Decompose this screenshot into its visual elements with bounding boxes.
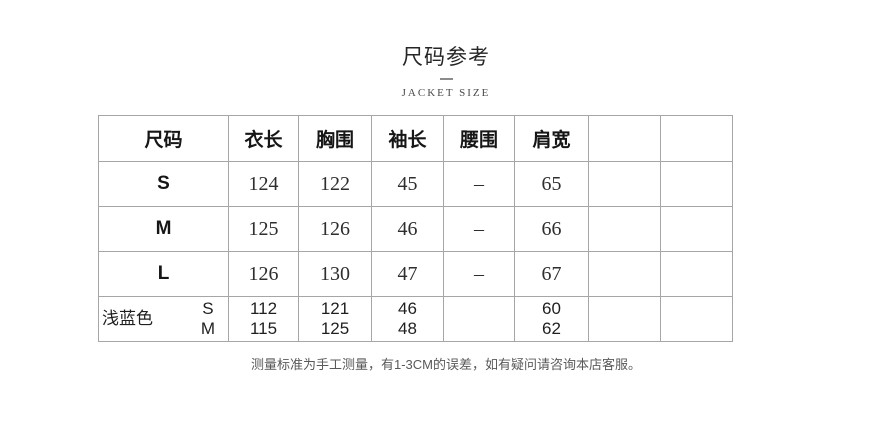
table-row-size-m: M 125 126 46 – 66 (98, 206, 733, 252)
value-line: 115 (249, 319, 278, 338)
col-header-empty-2 (660, 115, 733, 162)
variant-waist-values (443, 296, 515, 342)
garment-length-value: 124 (228, 161, 299, 207)
empty-cell (588, 296, 661, 342)
table-header-row: 尺码 衣长 胸围 袖长 腰围 肩宽 (98, 115, 733, 162)
shoulder-width-value: 66 (514, 206, 589, 252)
value-line: 125 (320, 319, 350, 338)
sleeve-length-value: 45 (371, 161, 444, 207)
value-line: 112 (249, 299, 278, 318)
empty-cell (588, 161, 661, 207)
variant-size-label-s: S (202, 299, 214, 318)
measurement-disclaimer: 测量标准为手工测量，有1-3CM的误差，如有疑问请咨询本店客服。 (250, 357, 641, 372)
sleeve-length-value: 47 (371, 251, 444, 297)
empty-cell (660, 161, 733, 207)
table-row-size-s: S 124 122 45 – 65 (98, 161, 733, 207)
variant-shoulder-width-values: 60 62 (514, 296, 589, 342)
waist-value: – (443, 251, 515, 297)
value-line: 60 (542, 299, 561, 318)
col-header-empty-1 (588, 115, 661, 162)
empty-cell (660, 296, 733, 342)
empty-cell (660, 251, 733, 297)
sleeve-length-value: 46 (371, 206, 444, 252)
chest-value: 130 (298, 251, 372, 297)
size-reference-header: 尺码参考 JACKET SIZE (0, 45, 892, 99)
page-subtitle: JACKET SIZE (401, 87, 491, 100)
variant-size-labels: S M (201, 299, 215, 339)
col-header-shoulder-width: 肩宽 (514, 115, 589, 162)
value-line: 62 (542, 319, 561, 338)
size-label: L (98, 251, 229, 297)
size-chart-table: 尺码 衣长 胸围 袖长 腰围 肩宽 S 124 122 45 – 65 M 12… (98, 115, 733, 342)
variant-size-label-m: M (200, 319, 215, 338)
empty-cell (588, 251, 661, 297)
size-label: M (98, 206, 229, 252)
col-header-size: 尺码 (98, 115, 229, 162)
size-label: S (98, 161, 229, 207)
variant-chest-values: 121 125 (298, 296, 372, 342)
waist-value: – (443, 206, 515, 252)
chest-value: 126 (298, 206, 372, 252)
waist-value: – (443, 161, 515, 207)
variant-sleeve-length-values: 46 48 (371, 296, 444, 342)
garment-length-value: 125 (228, 206, 299, 252)
title-divider-dash (439, 78, 453, 81)
table-row-size-l: L 126 130 47 – 67 (98, 251, 733, 297)
col-header-waist: 腰围 (443, 115, 515, 162)
page-title: 尺码参考 (402, 45, 490, 69)
shoulder-width-value: 67 (514, 251, 589, 297)
empty-cell (588, 206, 661, 252)
variant-size-cell: 浅蓝色 S M (98, 296, 229, 342)
garment-length-value: 126 (228, 251, 299, 297)
empty-cell (660, 206, 733, 252)
variant-size-cell-content: 浅蓝色 S M (100, 299, 228, 339)
value-line: 46 (398, 299, 417, 318)
col-header-chest: 胸围 (298, 115, 372, 162)
variant-color-label: 浅蓝色 (102, 309, 153, 328)
value-line: 121 (320, 299, 350, 318)
col-header-garment-length: 衣长 (228, 115, 299, 162)
chest-value: 122 (298, 161, 372, 207)
col-header-sleeve-length: 袖长 (371, 115, 444, 162)
shoulder-width-value: 65 (514, 161, 589, 207)
table-row-variant-light-blue: 浅蓝色 S M 112 115 121 125 46 48 (98, 296, 733, 342)
value-line: 48 (398, 319, 417, 338)
variant-garment-length-values: 112 115 (228, 296, 299, 342)
